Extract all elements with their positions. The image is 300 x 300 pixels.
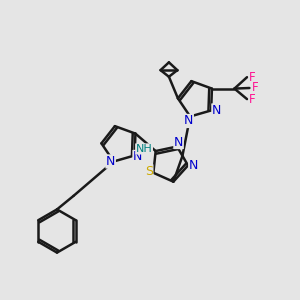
Text: N: N [174, 136, 183, 148]
Text: F: F [251, 82, 258, 94]
Text: S: S [145, 165, 153, 178]
Text: N: N [189, 159, 198, 172]
Text: F: F [249, 93, 256, 106]
Text: N: N [184, 115, 193, 128]
Text: NH: NH [136, 144, 152, 154]
Text: N: N [106, 155, 115, 168]
Text: F: F [249, 71, 256, 84]
Text: N: N [212, 104, 221, 117]
Text: N: N [133, 151, 142, 164]
